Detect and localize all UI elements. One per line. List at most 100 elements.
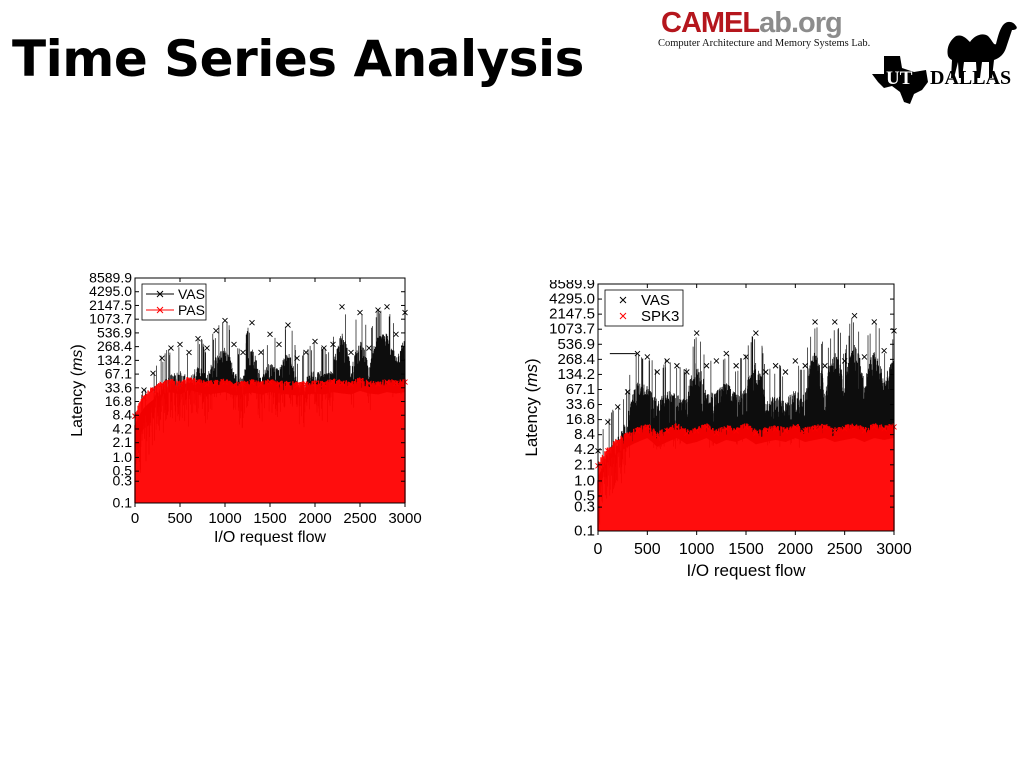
data-point: [664, 428, 670, 434]
x-tick-label: 2000: [778, 541, 814, 558]
data-point: [222, 317, 228, 324]
data-point: [614, 439, 621, 445]
x-tick-label: 3000: [388, 510, 421, 527]
data-point: [258, 349, 264, 356]
data-point: [802, 362, 809, 369]
x-tick-label: 0: [131, 510, 139, 527]
y-axis-label-prefix: Latency (: [522, 386, 541, 456]
data-point: [703, 362, 710, 369]
y-tick-label: 8589.9: [549, 280, 595, 293]
legend-label: VAS: [178, 286, 205, 302]
data-point: [723, 425, 730, 432]
lab-subtitle: Computer Architecture and Memory Systems…: [658, 38, 871, 49]
data-point: [168, 379, 174, 385]
legend-label: VAS: [641, 292, 670, 309]
x-tick-label: 0: [594, 541, 603, 558]
series-pas: [132, 377, 408, 503]
data-point: [723, 350, 730, 357]
data-point: [141, 395, 147, 401]
data-point: [743, 424, 749, 430]
legend-entry: VAS: [619, 292, 670, 309]
y-tick-label: 0.3: [113, 473, 133, 489]
data-point: [231, 382, 237, 389]
data-point: [303, 349, 309, 356]
y-axis-label-unit: ms: [522, 364, 541, 387]
y-tick-label: 536.9: [97, 324, 132, 340]
series-spk3: [595, 423, 897, 531]
y-tick-label: 268.4: [557, 351, 595, 368]
data-point: [330, 341, 336, 348]
y-axis-label: Latency (ms): [522, 358, 541, 456]
data-point: [674, 424, 680, 430]
y-tick-label: 0.5: [574, 488, 595, 505]
data-point: [871, 424, 878, 430]
data-point: [285, 381, 291, 388]
data-point: [303, 381, 309, 388]
data-point: [186, 377, 192, 383]
x-axis-label: I/O request flow: [214, 529, 326, 546]
data-point: [841, 358, 848, 364]
data-point: [861, 428, 868, 434]
data-point: [285, 322, 291, 328]
series-trace: [597, 423, 895, 531]
data-point: [267, 331, 273, 338]
data-point: [186, 349, 192, 356]
data-point: [881, 347, 887, 354]
data-point: [802, 428, 809, 434]
data-point: [693, 428, 700, 434]
y-tick-label: 0.5: [113, 463, 133, 479]
x-tick-label: 500: [167, 510, 192, 527]
camel-icon: [947, 21, 1017, 78]
data-point: [366, 345, 372, 351]
data-point: [762, 369, 769, 375]
data-point: [674, 362, 680, 369]
x-tick-label: 1500: [728, 541, 764, 558]
y-tick-label: 8589.9: [89, 270, 132, 286]
data-point: [249, 379, 255, 386]
data-point: [384, 379, 390, 385]
y-tick-label: 33.6: [566, 396, 595, 413]
data-point: [654, 432, 661, 439]
y-tick-label: 2.1: [113, 434, 133, 450]
data-point: [605, 419, 611, 425]
data-point: [213, 327, 219, 334]
data-point: [753, 430, 759, 436]
data-point: [231, 341, 237, 348]
y-tick-label: 268.4: [97, 338, 132, 354]
y-tick-label: 0.3: [574, 499, 595, 516]
data-point: [357, 377, 363, 384]
texas-map-icon: [872, 56, 928, 104]
data-point: [267, 379, 273, 385]
data-point: [654, 369, 661, 375]
data-point: [240, 381, 246, 388]
data-point: [276, 380, 282, 387]
data-point: [258, 381, 264, 388]
data-point: [204, 345, 210, 351]
data-point: [348, 349, 354, 356]
data-point: [812, 425, 818, 432]
data-point: [733, 428, 739, 434]
y-tick-label: 536.9: [557, 336, 595, 353]
data-point: [276, 341, 282, 348]
y-tick-label: 2147.5: [549, 306, 595, 323]
data-point: [339, 304, 345, 310]
y-tick-label: 1.0: [574, 472, 595, 489]
y-tick-label: 134.2: [97, 352, 132, 368]
brand-part2: ab.org: [759, 7, 843, 39]
y-tick-label: 16.8: [105, 393, 132, 409]
data-point: [644, 424, 651, 430]
data-point: [693, 330, 700, 336]
data-point: [703, 424, 710, 430]
data-point: [339, 380, 345, 387]
data-point: [312, 338, 318, 345]
legend-entry: PAS: [146, 302, 205, 318]
data-point: [713, 358, 720, 364]
y-axis-label-unit: ms: [69, 350, 86, 371]
series-trace: [134, 377, 406, 503]
y-tick-label: 1.0: [113, 449, 133, 465]
y-tick-label: 67.1: [105, 366, 132, 382]
data-point: [713, 430, 720, 436]
vas-spk3-latency-chart: 8589.94295.02147.51073.7536.9268.4134.26…: [522, 280, 912, 580]
y-tick-label: 134.2: [557, 366, 595, 383]
data-point: [831, 428, 838, 434]
